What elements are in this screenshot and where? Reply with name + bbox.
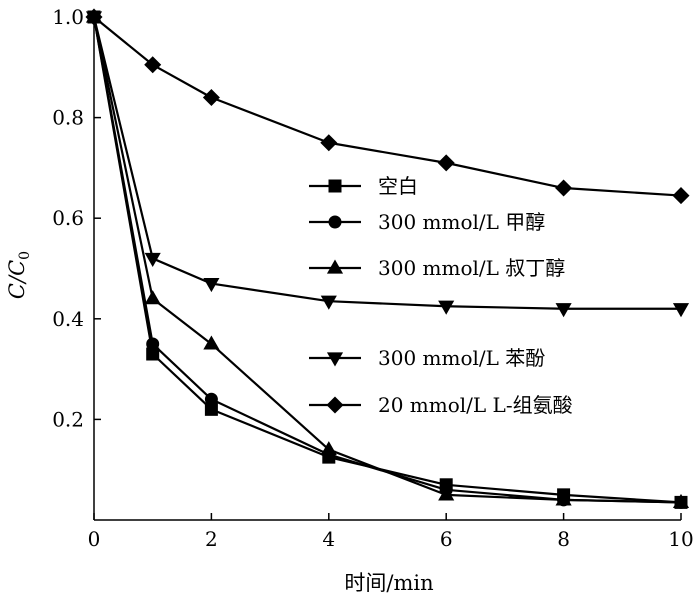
legend-item: 300 mmol/L 甲醇 [309,210,545,234]
series-5 [85,8,690,205]
legend: 空白 300 mmol/L 甲醇 300 mmol/L 叔丁醇 300 mmol/L … [309,174,573,417]
legend-label: 空白 [378,174,418,198]
data-point [320,295,337,310]
y-tick-label: 0.8 [52,106,84,130]
data-point [146,337,160,351]
x-tick-label: 2 [205,527,218,551]
data-point [555,303,572,318]
data-point [555,179,573,197]
data-point [438,486,455,501]
legend-label: 300 mmol/L 苯酚 [378,346,545,370]
data-point [672,303,690,318]
legend-label: 300 mmol/L 甲醇 [378,210,545,234]
y-axis-title-subscript: 0 [17,251,33,260]
x-tick-label: 4 [322,527,335,551]
y-tick-label: 0.2 [52,407,84,431]
data-point [203,335,220,350]
y-axis: 0.2 0.4 0.6 0.8 1.0 [52,5,101,431]
y-tick-label: 0.4 [52,307,84,331]
series-line [93,16,682,197]
legend-marker [328,179,342,193]
x-tick-label: 0 [88,527,101,551]
legend-item: 20 mmol/L L-组氨酸 [309,393,573,417]
legend-marker [326,259,344,274]
data-point [144,290,161,305]
y-tick-label: 0.6 [52,206,84,230]
data-point [144,56,162,74]
data-point [85,8,103,26]
data-point [202,88,220,106]
data-point [204,392,218,406]
x-axis: 0 2 4 6 8 10 [88,513,694,551]
legend-label: 300 mmol/L 叔丁醇 [378,256,565,280]
data-point [672,187,690,205]
plot-frame [93,17,681,521]
legend-marker [326,396,344,414]
x-tick-label: 8 [557,527,570,551]
x-axis-title: 时间/min [344,571,433,595]
data-point [320,441,337,456]
legend-marker [326,352,344,367]
series-layer [85,8,690,509]
data-point [437,154,455,172]
data-point [203,277,220,293]
legend-marker [328,215,342,229]
y-axis-title-main: C/C [5,260,29,299]
x-tick-label: 10 [668,527,693,551]
x-tick-label: 6 [440,527,453,551]
y-axis-title: C/C0 [5,251,33,299]
legend-item: 300 mmol/L 叔丁醇 [309,256,565,280]
data-point [144,252,161,267]
data-point [555,491,572,506]
data-point [672,493,690,508]
legend-item: 300 mmol/L 苯酚 [309,346,545,370]
y-tick-label: 1.0 [52,5,84,29]
legend-item: 空白 [309,174,418,198]
legend-label: 20 mmol/L L-组氨酸 [378,393,573,417]
data-point [320,134,338,152]
data-point [438,300,455,315]
